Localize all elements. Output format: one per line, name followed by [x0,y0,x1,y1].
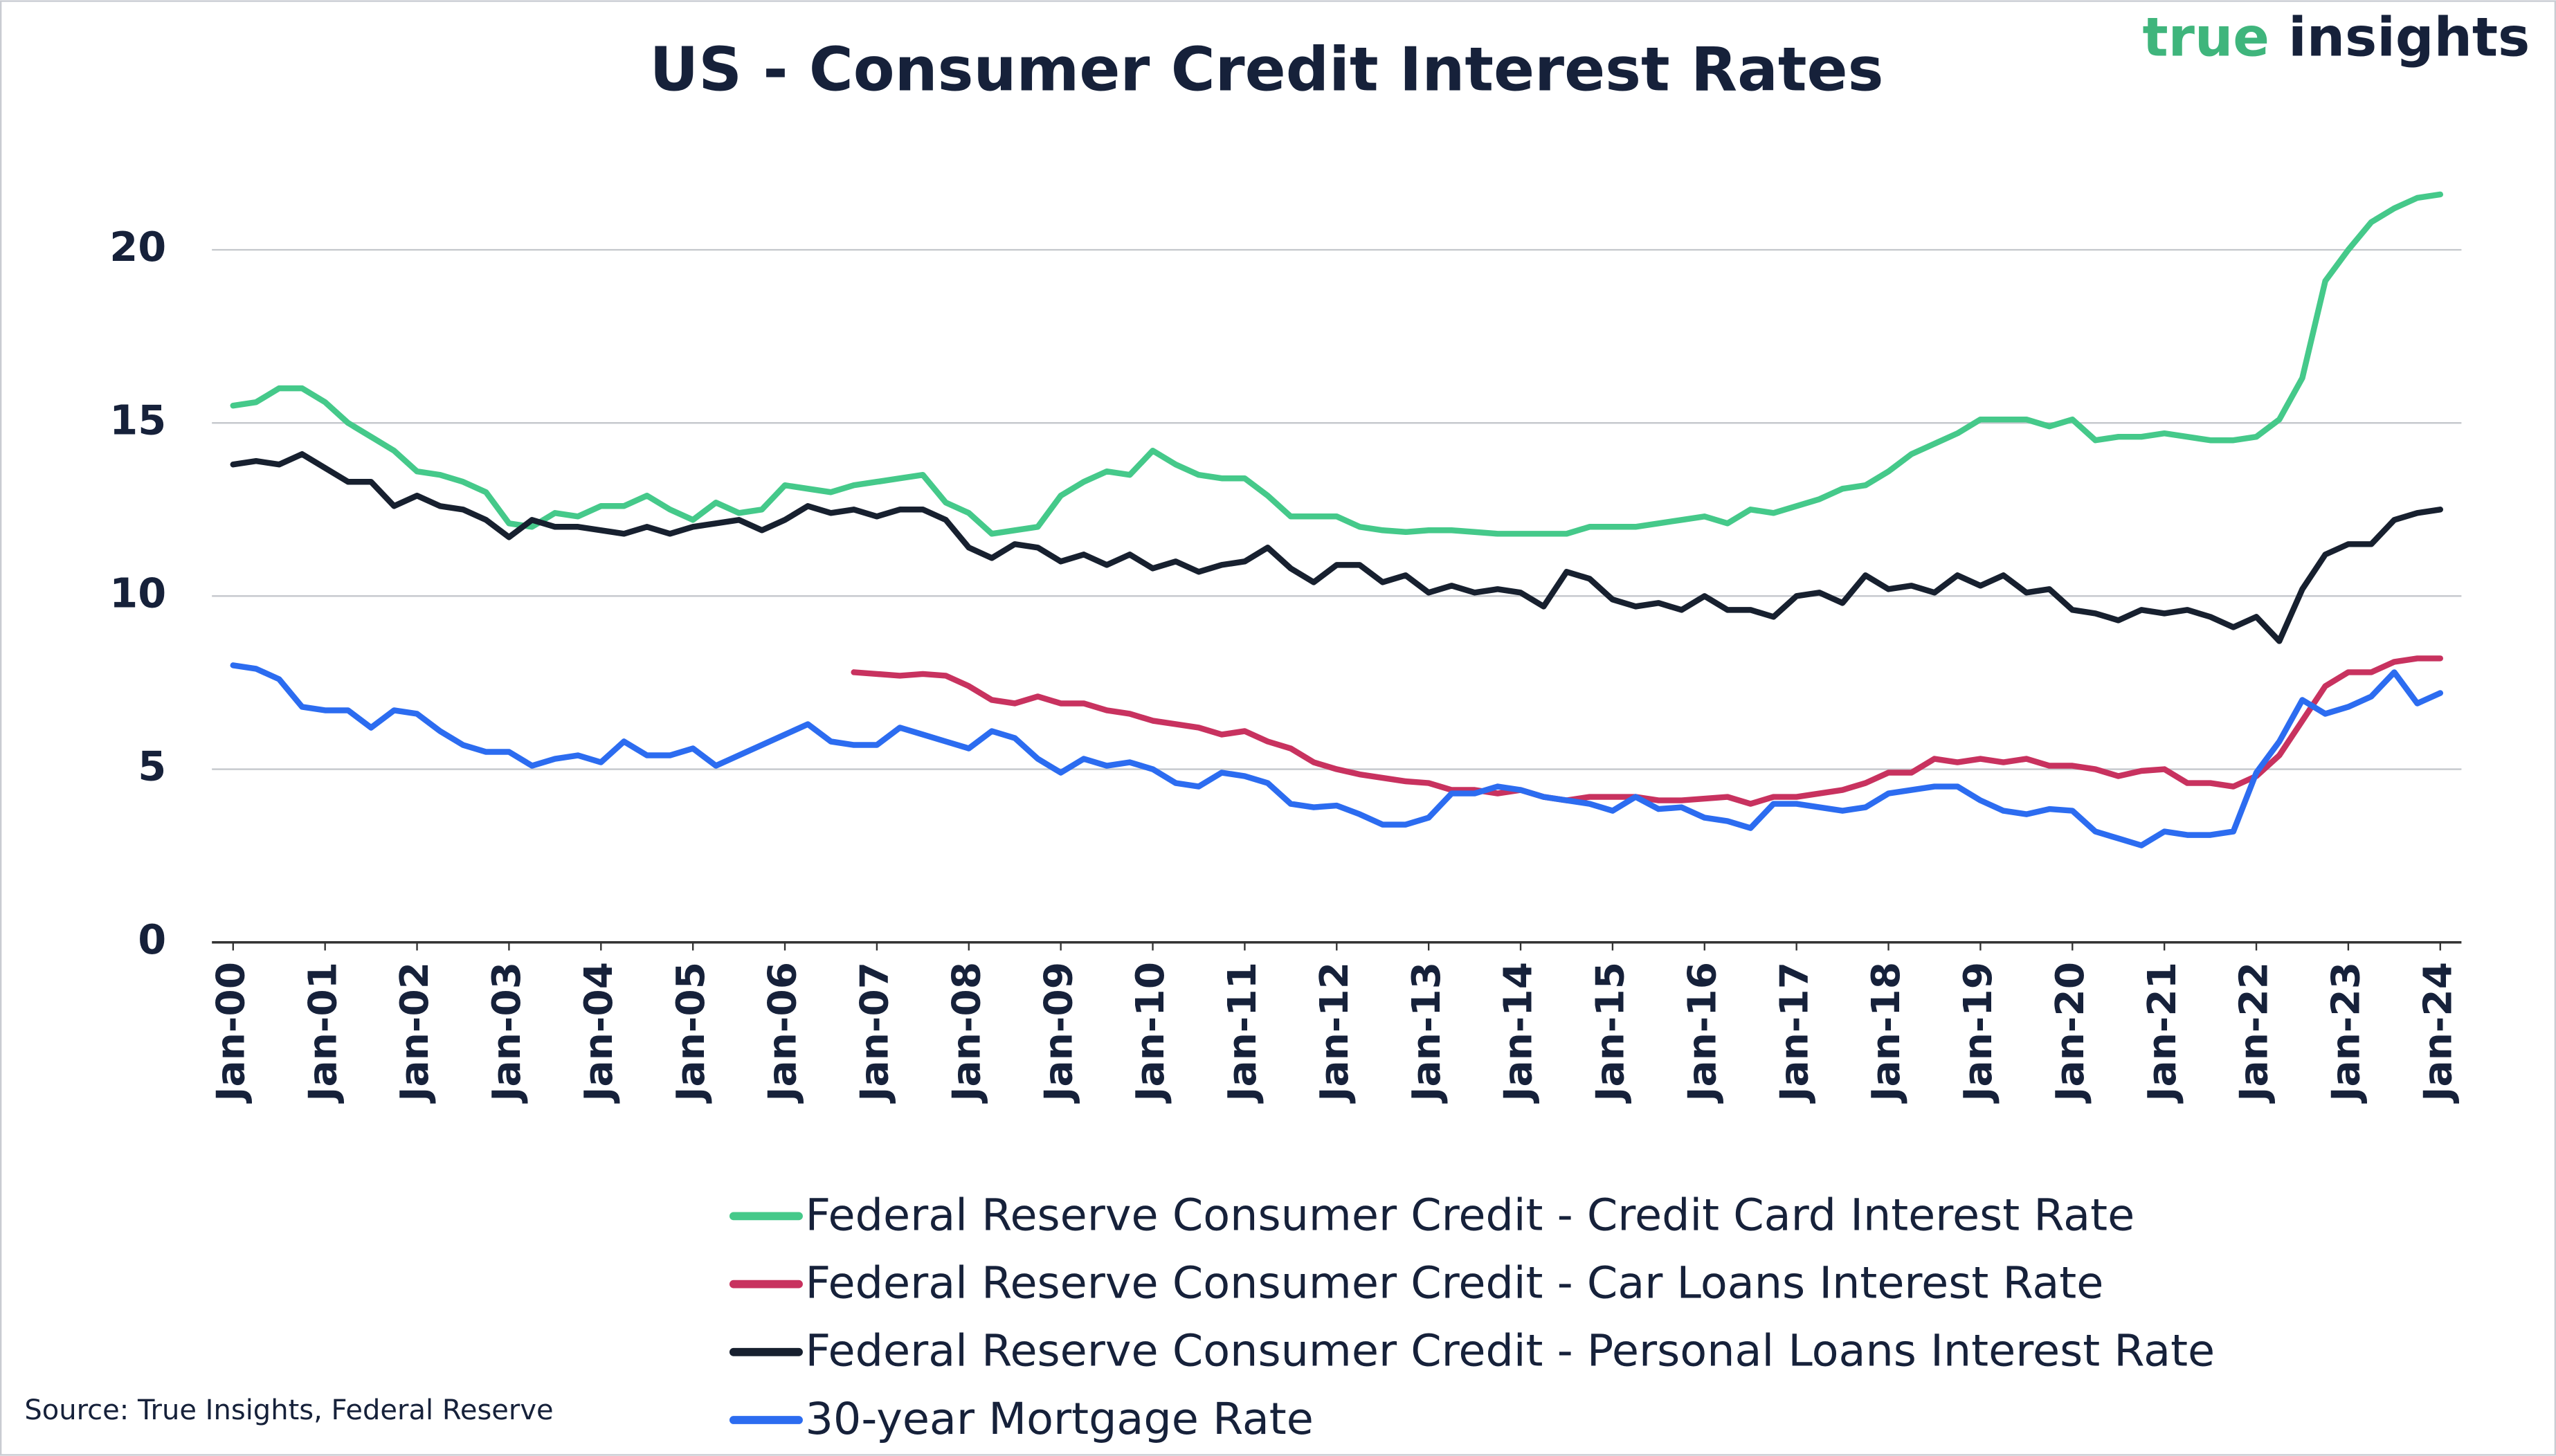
legend-label: 30-year Mortgage Rate [805,1393,1313,1444]
x-tick-label: Jan-22 [2232,962,2277,1104]
x-tick-label: Jan-14 [1496,962,1541,1104]
x-tick-label: Jan-06 [761,962,806,1104]
y-tick-label: 15 [109,396,166,444]
x-tick-label: Jan-16 [1680,962,1725,1104]
x-tick-label: Jan-09 [1036,962,1081,1104]
y-tick-label: 20 [109,223,166,271]
x-tick-label: Jan-10 [1128,962,1173,1104]
x-tick-label: Jan-18 [1864,962,1909,1104]
brand-logo: true insights [2142,7,2530,69]
x-tick-label: Jan-02 [392,962,437,1104]
x-tick-label: Jan-05 [669,962,714,1104]
x-tick-label: Jan-21 [2140,962,2185,1104]
legend-label: Federal Reserve Consumer Credit - Credit… [805,1189,2134,1240]
x-tick-label: Jan-23 [2324,962,2369,1104]
y-tick-label: 5 [138,743,166,790]
brand-insights: insights [2288,7,2530,69]
x-tick-label: Jan-08 [944,962,989,1104]
y-tick-label: 10 [109,569,166,617]
legend-label: Federal Reserve Consumer Credit - Car Lo… [805,1257,2103,1309]
series-line [230,191,2444,537]
series-line [851,655,2444,807]
x-tick-label: Jan-11 [1220,962,1265,1104]
brand-true: true [2142,7,2269,69]
source-note: Source: True Insights, Federal Reserve [24,1394,553,1426]
x-tick-label: Jan-19 [1956,962,2001,1104]
x-tick-label: Jan-20 [2048,962,2093,1104]
x-tick-label: Jan-01 [300,962,345,1104]
series-line [230,662,2444,848]
x-tick-label: Jan-00 [208,962,253,1104]
chart-title: US - Consumer Credit Interest Rates [650,34,1884,104]
series-line [230,451,2444,644]
x-tick-label: Jan-17 [1772,962,1817,1104]
x-tick-label: Jan-15 [1588,962,1633,1104]
legend-label: Federal Reserve Consumer Credit - Person… [805,1325,2215,1376]
x-tick-label: Jan-13 [1404,962,1449,1104]
x-tick-label: Jan-04 [577,962,622,1104]
x-tick-label: Jan-07 [853,962,898,1104]
x-tick-label: Jan-24 [2415,962,2460,1104]
x-tick-label: Jan-03 [484,962,529,1104]
y-tick-label: 0 [138,916,166,963]
x-tick-label: Jan-12 [1312,962,1357,1104]
